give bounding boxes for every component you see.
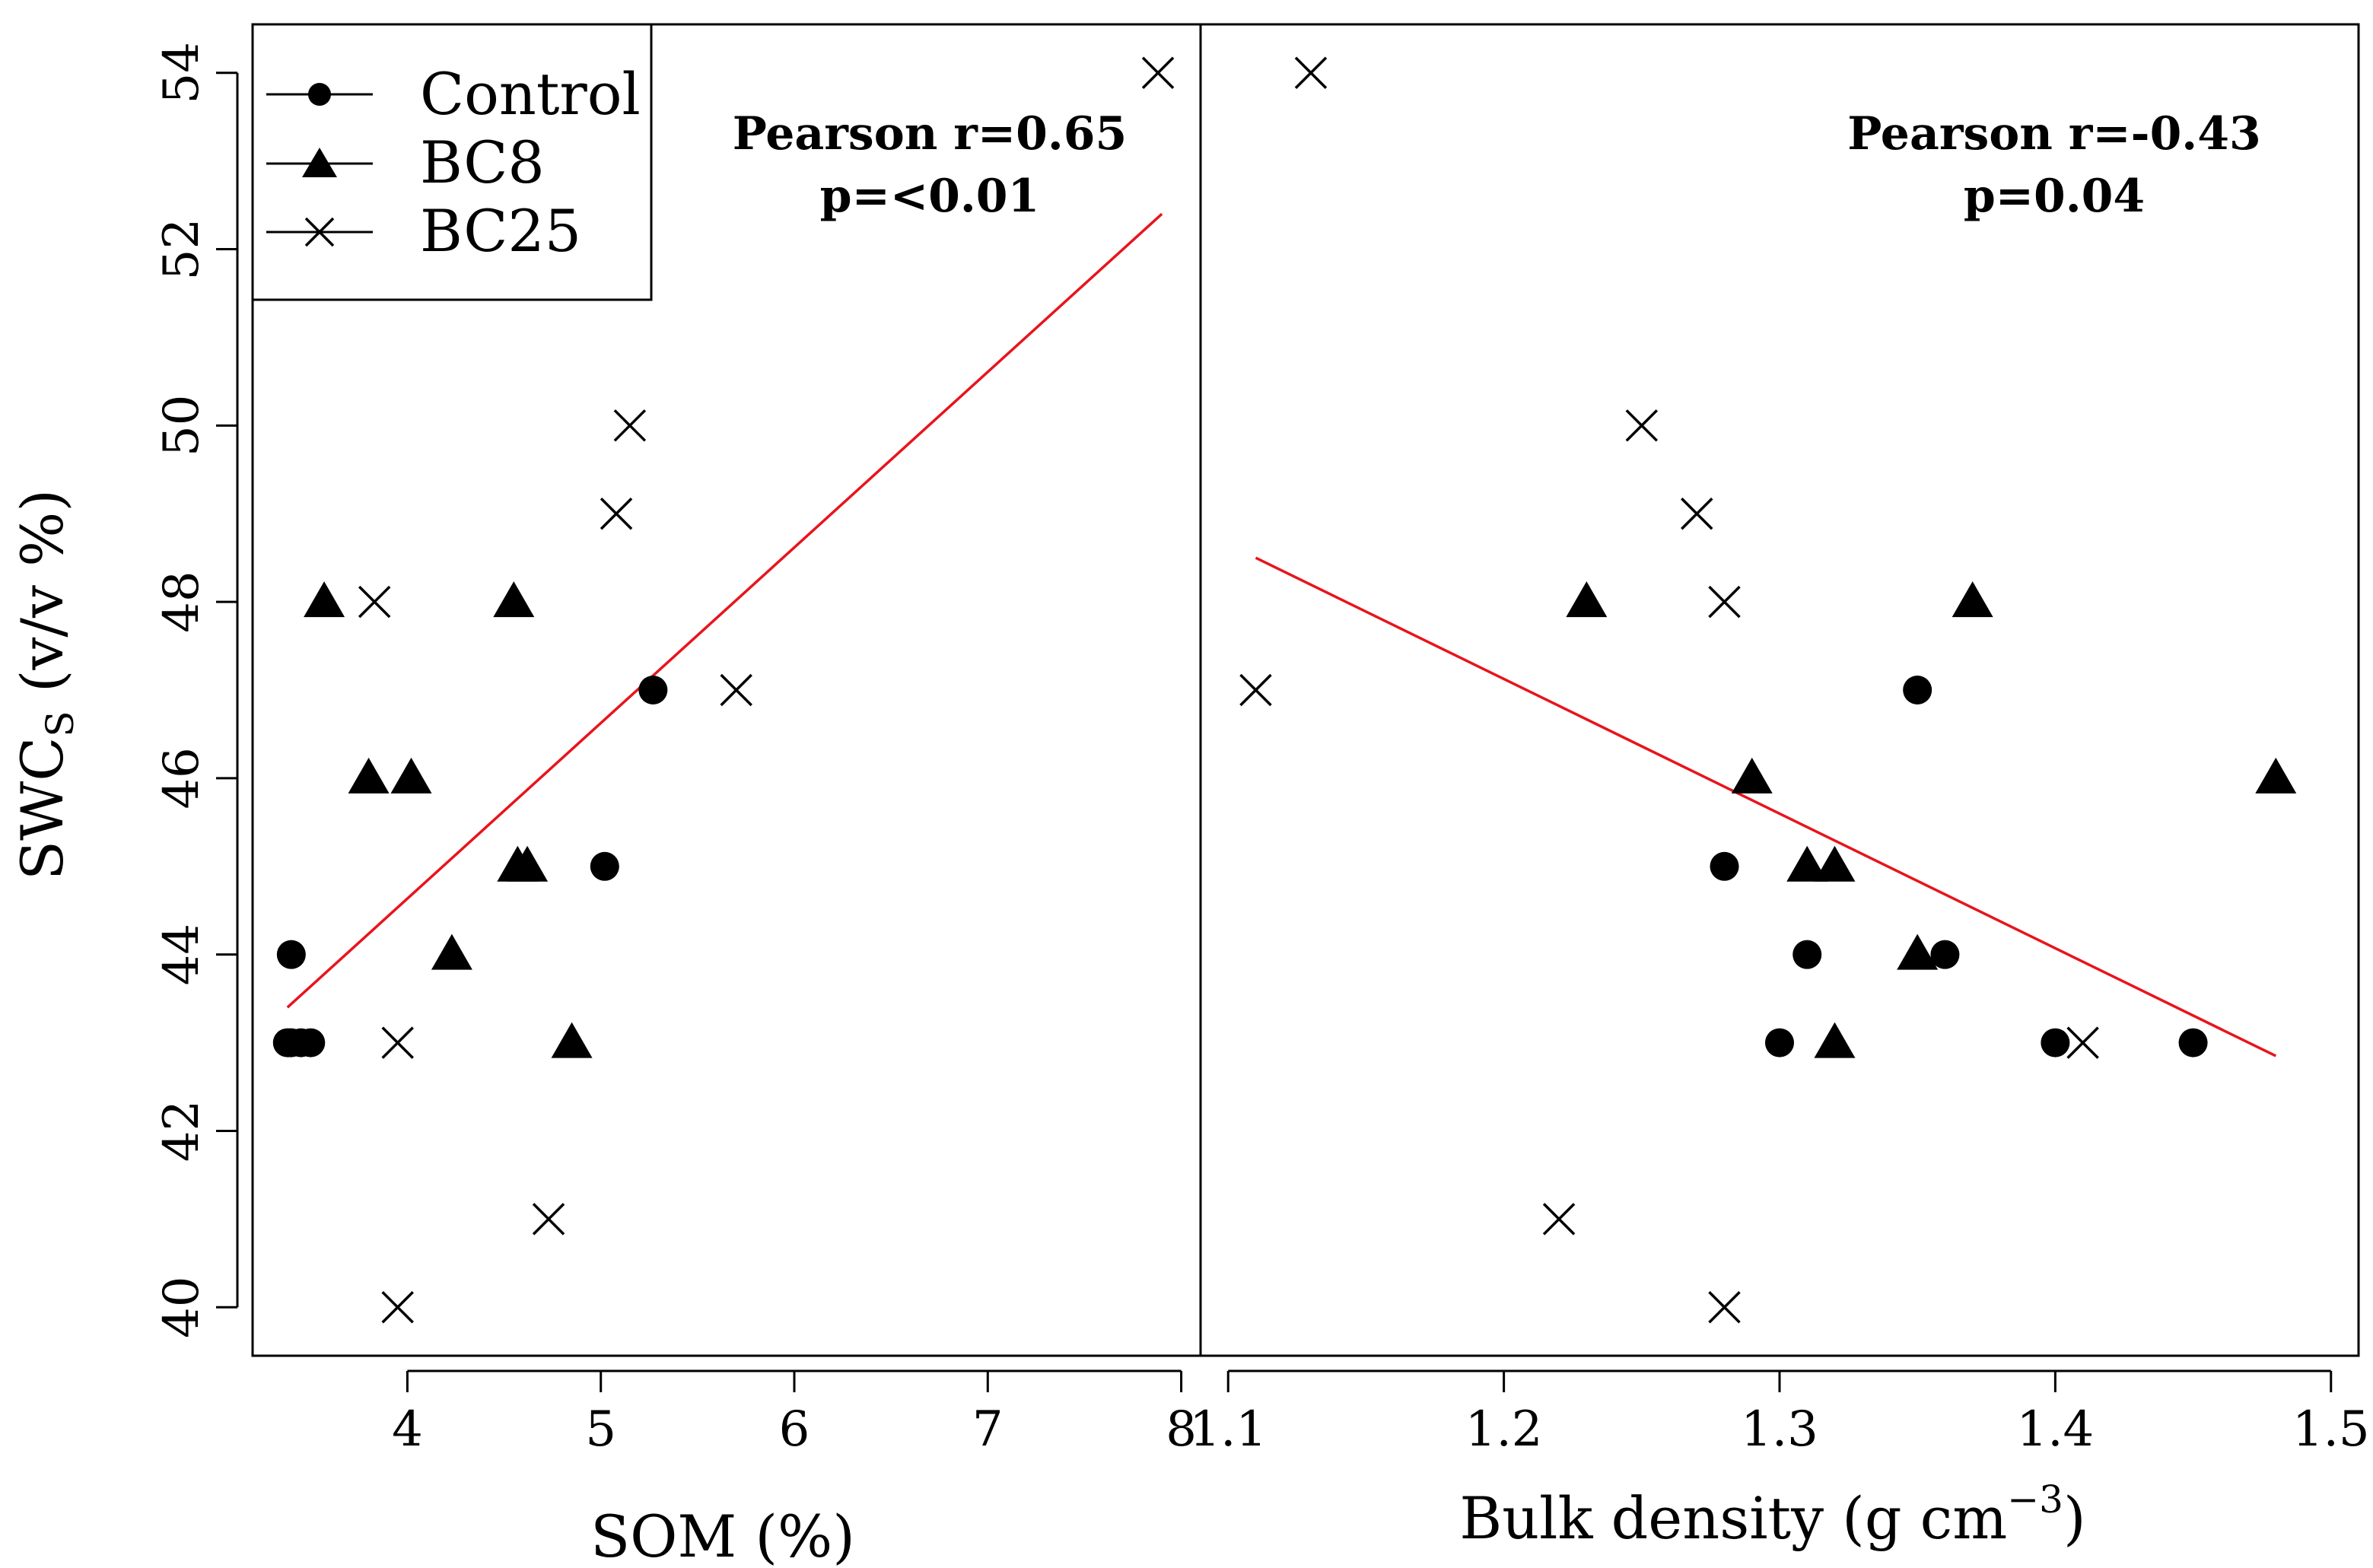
point-bc25-bd: [2066, 1026, 2099, 1059]
x-tick-label-som: 6: [779, 1401, 810, 1458]
panel-som: 4 5 6 7 8 40 42 44 46 48 50 52 54: [154, 23, 1202, 1458]
point-bc25-som: [600, 497, 633, 530]
x-tick-label-som: 5: [585, 1401, 616, 1458]
legend-label-bc25: BC25: [420, 197, 581, 265]
plot-frame-bd: [1199, 23, 2360, 1357]
point-bc8-bd: [1786, 845, 1828, 882]
point-bc25-bd: [1681, 497, 1713, 530]
y-tick-label: 46: [154, 747, 210, 809]
regression-line-bd: [1255, 556, 2277, 1058]
point-bc8-bd: [1731, 757, 1773, 794]
point-control-som: [590, 851, 619, 881]
point-bc25-bd: [1542, 1203, 1576, 1236]
point-bc8-bd: [1814, 1022, 1856, 1058]
point-bc8-bd: [2255, 757, 2297, 794]
x-tick-label-bd: 1.2: [1465, 1401, 1543, 1458]
point-bc8-som: [304, 581, 345, 618]
legend-marker-circle: [308, 83, 331, 106]
point-bc25-som: [358, 585, 391, 619]
point-bc25-som: [381, 1291, 414, 1324]
point-bc25-som: [532, 1203, 565, 1236]
point-bc25-bd: [1294, 56, 1328, 89]
point-bc8-som: [431, 933, 472, 970]
point-control-bd: [1903, 676, 1932, 704]
x-tick-label-som: 4: [392, 1401, 423, 1458]
x-tick-label-bd: 1.5: [2292, 1401, 2370, 1458]
legend-entry-bc25: BC25: [266, 197, 581, 265]
x-tick-label-som: 7: [972, 1401, 1004, 1458]
point-control-bd: [2178, 1028, 2208, 1058]
point-bc25-som: [381, 1026, 414, 1059]
point-bc25-som: [720, 673, 752, 707]
legend-entry-bc8: BC8: [266, 129, 545, 196]
point-control-bd: [1710, 851, 1739, 881]
p-value-annotation-left: p=<0.01: [820, 170, 1040, 223]
pearson-annotation-right: Pearson r=-0.43: [1847, 107, 2260, 161]
p-value-annotation-right: p=0.04: [1964, 170, 2145, 223]
point-control-som: [638, 676, 668, 704]
point-control-bd: [2041, 1028, 2070, 1058]
x-axis-title-bulk-density: Bulk density (g cm−3): [1459, 1477, 2085, 1552]
y-tick-label: 44: [154, 924, 210, 985]
point-control-bd: [1765, 1028, 1794, 1058]
pearson-annotation-left: Pearson r=0.65: [733, 107, 1128, 161]
legend-marker-x: [304, 217, 335, 247]
y-tick-label: 50: [154, 395, 210, 456]
point-bc8-som: [390, 757, 432, 794]
point-bc8-bd: [1566, 581, 1608, 618]
y-tick-label: 52: [154, 218, 210, 280]
legend-entry-control: Control: [266, 60, 641, 128]
x-axis-title-som: SOM (%): [590, 1503, 855, 1568]
point-bc25-bd: [1708, 1291, 1741, 1324]
y-tick-label: 54: [154, 42, 210, 103]
point-bc25-som: [1141, 56, 1175, 89]
point-bc25-som: [613, 409, 647, 442]
x-tick-label-bd: 1.1: [1189, 1401, 1267, 1458]
y-tick-label: 40: [154, 1277, 210, 1338]
point-bc8-som: [507, 845, 549, 882]
point-bc8-som: [493, 581, 535, 618]
point-bc8-som: [551, 1022, 593, 1058]
x-axis-title-bd-superscript: −3: [2007, 1477, 2063, 1522]
legend-label-bc8: BC8: [420, 129, 545, 196]
panel-bulk-density: 1.1 1.2 1.3 1.4 1.5: [1189, 23, 2370, 1458]
point-bc25-bd: [1625, 409, 1659, 442]
y-tick-label: 42: [154, 1100, 210, 1162]
y-tick-label: 48: [154, 571, 210, 632]
point-control-bd: [1930, 940, 1960, 969]
y-axis-title-main: SWC: [8, 737, 76, 880]
legend: Control BC8 BC25: [251, 23, 653, 301]
point-control-bd: [1792, 940, 1822, 969]
x-axis-title-bd-main: Bulk density (g cm: [1459, 1484, 2007, 1552]
point-bc8-som: [348, 757, 390, 794]
x-axis-title-bd-close: ): [2063, 1484, 2086, 1552]
point-bc25-bd: [1708, 585, 1741, 619]
regression-line-som: [286, 212, 1163, 1009]
point-control-som: [276, 940, 306, 969]
point-bc8-bd: [1952, 581, 1993, 618]
y-axis-title-rest: (v/v %): [8, 489, 76, 711]
legend-marker-triangle: [302, 148, 337, 177]
point-bc8-bd: [1814, 845, 1856, 882]
y-axis-title: SWCS (v/v %): [8, 489, 82, 880]
x-tick-label-bd: 1.4: [2016, 1401, 2094, 1458]
y-axis-title-subscript: S: [38, 711, 82, 736]
point-control-som: [296, 1028, 326, 1058]
point-bc8-bd: [1897, 933, 1939, 970]
legend-label-control: Control: [420, 60, 641, 128]
svg-text:SWCS (v/v %): SWCS (v/v %): [8, 489, 82, 880]
point-bc25-bd: [1239, 673, 1272, 707]
x-tick-label-bd: 1.3: [1741, 1401, 1818, 1458]
x-tick-label-som: 8: [1166, 1401, 1197, 1458]
